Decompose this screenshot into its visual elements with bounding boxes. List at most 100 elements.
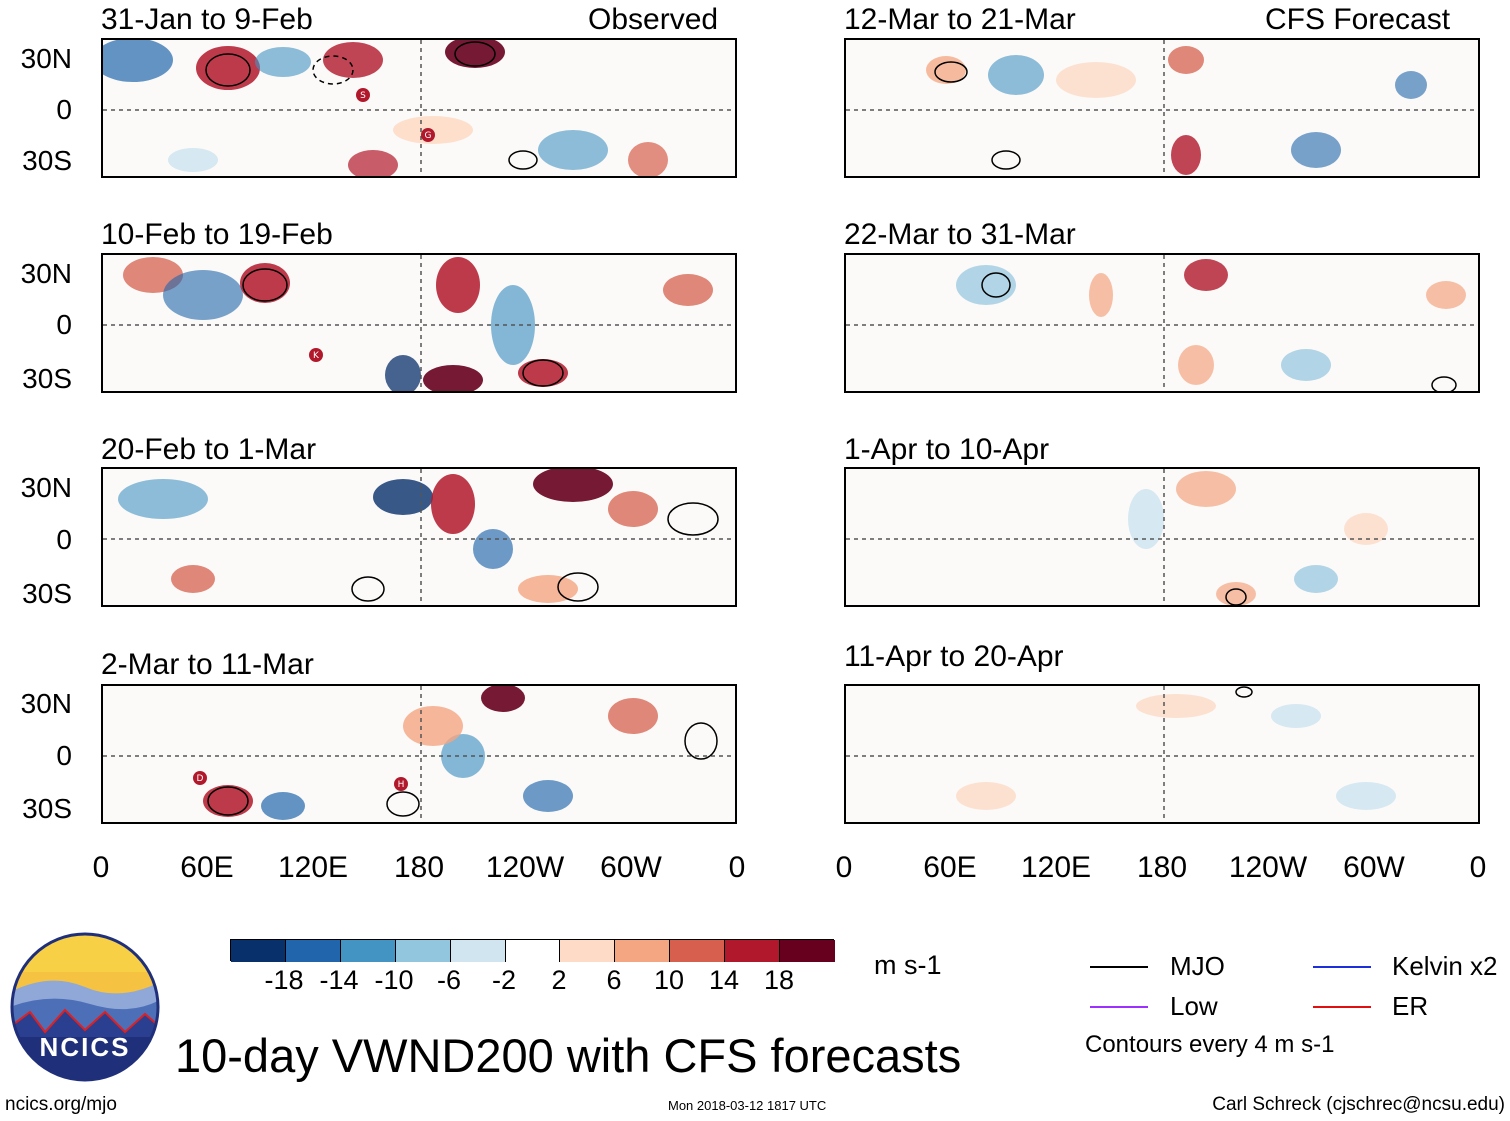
map-panel-observed-2: K bbox=[101, 253, 737, 393]
anomaly-field-observed-1: SG bbox=[103, 40, 735, 176]
anomaly-field-observed-3 bbox=[103, 469, 735, 605]
colorbar-swatch bbox=[505, 940, 561, 962]
storm-marker-s bbox=[356, 88, 370, 102]
lat-label-30s: 30S bbox=[22, 363, 72, 394]
colorbar-swatch bbox=[725, 940, 781, 962]
lat-label-30s: 30S bbox=[22, 145, 72, 176]
legend-line-kelvin bbox=[1313, 966, 1371, 968]
colorbar-tick: 6 bbox=[606, 965, 622, 995]
panel-title-observed-3: 20-Feb to 1-Mar bbox=[101, 433, 317, 466]
map-panel-forecast-1 bbox=[844, 38, 1480, 178]
panel-title-forecast-2: 22-Mar to 31-Mar bbox=[844, 218, 1076, 251]
lon-label: 0 bbox=[1469, 851, 1487, 884]
colorbar-tick: -2 bbox=[491, 965, 517, 995]
ncics-logo: NCICS bbox=[10, 932, 160, 1082]
observed-header: Observed bbox=[588, 3, 719, 36]
storm-marker-label: H bbox=[398, 780, 405, 790]
lat-label-30n: 30N bbox=[20, 43, 72, 74]
logo-graphic bbox=[10, 932, 160, 1082]
main-title: 10-day VWND200 with CFS forecasts bbox=[175, 1029, 962, 1082]
colorbar-swatch bbox=[450, 940, 506, 962]
lat-label-30n: 30N bbox=[20, 472, 72, 503]
panel-title-forecast-1: 12-Mar to 21-Mar bbox=[844, 3, 1076, 36]
footer-timestamp: Mon 2018-03-12 1817 UTC bbox=[668, 1098, 827, 1113]
storm-marker-label: D bbox=[197, 774, 204, 784]
colorbar-swatches bbox=[230, 939, 835, 962]
colorbar-swatch bbox=[615, 940, 671, 962]
lat-label-eq: 0 bbox=[56, 309, 72, 340]
panel-title-observed-2: 10-Feb to 19-Feb bbox=[101, 218, 333, 251]
legend-line-low bbox=[1090, 1006, 1148, 1008]
logo-text: NCICS bbox=[39, 1032, 131, 1062]
colorbar-swatch bbox=[340, 940, 396, 962]
lat-label-30s: 30S bbox=[22, 793, 72, 824]
map-panel-forecast-4 bbox=[844, 684, 1480, 824]
lon-label: 60W bbox=[1343, 851, 1405, 884]
legend-label-er: ER bbox=[1392, 991, 1429, 1021]
storm-marker-g bbox=[421, 128, 435, 142]
anomaly-field-forecast-2 bbox=[846, 255, 1478, 391]
lon-label: 120W bbox=[485, 851, 565, 884]
anomaly-field-forecast-4 bbox=[846, 686, 1478, 822]
colorbar-swatch bbox=[395, 940, 451, 962]
footer-author: Carl Schreck (cjschrec@ncsu.edu) bbox=[1212, 1094, 1505, 1115]
panel-title-forecast-3: 1-Apr to 10-Apr bbox=[844, 433, 1050, 466]
lon-label: 60E bbox=[180, 851, 234, 884]
lon-label: 0 bbox=[835, 851, 853, 884]
lat-label-30s: 30S bbox=[22, 578, 72, 609]
map-panel-observed-3 bbox=[101, 467, 737, 607]
legend-label-low: Low bbox=[1170, 991, 1218, 1021]
lat-label-eq: 0 bbox=[56, 524, 72, 555]
colorbar-swatch bbox=[780, 940, 835, 962]
lon-label: 60W bbox=[600, 851, 662, 884]
anomaly-field-observed-2: K bbox=[103, 255, 735, 391]
anomaly-field-forecast-3 bbox=[846, 469, 1478, 605]
legend-label-kelvin: Kelvin x2 bbox=[1392, 951, 1498, 981]
forecast-header: CFS Forecast bbox=[1265, 3, 1451, 36]
lon-label: 120W bbox=[1228, 851, 1308, 884]
colorbar-tick: -14 bbox=[319, 965, 359, 995]
legend-note: Contours every 4 m s-1 bbox=[1085, 1031, 1335, 1058]
map-panel-forecast-2 bbox=[844, 253, 1480, 393]
panel-title-forecast-4: 11-Apr to 20-Apr bbox=[844, 640, 1064, 673]
colorbar-tick: 18 bbox=[763, 965, 795, 995]
storm-marker-d bbox=[193, 771, 207, 785]
lon-label: 120E bbox=[277, 851, 349, 884]
colorbar-tick: -10 bbox=[374, 965, 414, 995]
colorbar-swatch bbox=[560, 940, 616, 962]
anomaly-field-forecast-1 bbox=[846, 40, 1478, 176]
lon-label: 120E bbox=[1020, 851, 1092, 884]
footer-url[interactable]: ncics.org/mjo bbox=[5, 1094, 117, 1115]
storm-marker-k bbox=[309, 348, 323, 362]
panel-title-observed-4: 2-Mar to 11-Mar bbox=[101, 648, 314, 681]
anomaly-field-observed-4: DH bbox=[103, 686, 735, 822]
colorbar-swatch bbox=[285, 940, 341, 962]
colorbar-tick: 2 bbox=[551, 965, 567, 995]
lon-label: 60E bbox=[923, 851, 977, 884]
colorbar-tick: -6 bbox=[436, 965, 462, 995]
lon-label: 0 bbox=[728, 851, 746, 884]
panel-title-observed-1: 31-Jan to 9-Feb bbox=[101, 3, 313, 36]
legend-line-er bbox=[1313, 1006, 1371, 1008]
colorbar-swatch bbox=[670, 940, 726, 962]
lat-label-30n: 30N bbox=[20, 688, 72, 719]
storm-marker-h bbox=[394, 777, 408, 791]
storm-marker-label: K bbox=[313, 351, 320, 361]
legend-label-mjo: MJO bbox=[1170, 951, 1225, 981]
colorbar-swatch bbox=[231, 940, 286, 962]
storm-marker-label: S bbox=[360, 91, 366, 101]
legend-line-mjo bbox=[1090, 966, 1148, 968]
colorbar-units: m s-1 bbox=[874, 950, 942, 980]
lon-label: 180 bbox=[1136, 851, 1188, 884]
lat-label-eq: 0 bbox=[56, 740, 72, 771]
lat-label-eq: 0 bbox=[56, 94, 72, 125]
colorbar-tick: 14 bbox=[708, 965, 740, 995]
lat-label-30n: 30N bbox=[20, 258, 72, 289]
colorbar-tick: 10 bbox=[653, 965, 685, 995]
storm-marker-label: G bbox=[425, 131, 432, 141]
map-panel-forecast-3 bbox=[844, 467, 1480, 607]
colorbar-tick: -18 bbox=[264, 965, 304, 995]
lon-label: 180 bbox=[393, 851, 445, 884]
